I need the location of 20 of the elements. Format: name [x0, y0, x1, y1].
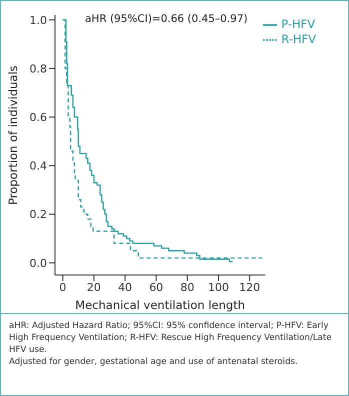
- text: Adjusted for gender, gestational age and use of antenatal steroids.: [9, 356, 299, 368]
- y-tick-label: 0.2: [30, 208, 47, 222]
- x-axis-title: Mechanical ventilation length: [75, 298, 246, 312]
- x-tick-label: 80: [180, 280, 194, 294]
- y-tick-label: 1.0: [30, 14, 47, 27]
- x-tick-label: 100: [208, 280, 229, 294]
- legend-label: R-HFV: [281, 32, 316, 46]
- y-tick-label: 0.4: [30, 160, 47, 173]
- x-tick-label: 0: [59, 280, 66, 294]
- annotation: aHR (95%CI)=0.66 (0.45–0.97): [85, 13, 248, 25]
- x-tick-label: 20: [86, 280, 101, 294]
- x-tick-label: 40: [118, 280, 132, 294]
- y-tick-label: 0.8: [30, 62, 47, 76]
- x-tick-label: 120: [239, 280, 260, 294]
- y-axis-title: Proportion of individuals: [6, 65, 20, 205]
- legend-label: P-HFV: [281, 17, 316, 31]
- y-tick-label: 0.0: [30, 256, 47, 270]
- y-tick-label: 0.6: [30, 110, 47, 124]
- x-tick-label: 60: [149, 280, 164, 294]
- text: aHR: Adjusted Hazard Ratio; 95%CI: 95% confidence interval; P-HFV: Early High Frequency Ventilation; R-HFV: Rescue High Frequency Ventilation/Late HFV use.: [9, 320, 333, 356]
